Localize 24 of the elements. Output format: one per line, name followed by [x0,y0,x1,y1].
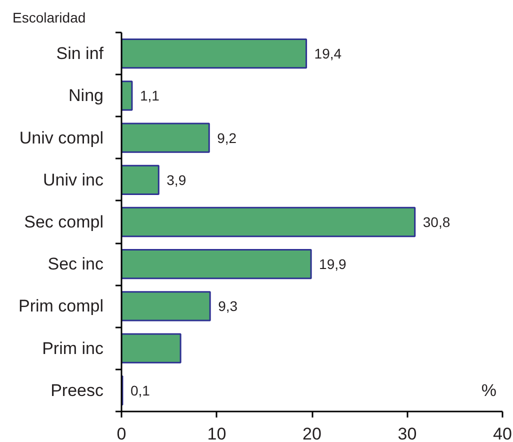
x-tick-label: 30 [398,424,417,442]
y-tick-label: Prim compl [18,296,104,316]
y-tick-label: Preesc [50,380,104,400]
y-tick-label: Prim inc [42,338,104,358]
data-label: 9,3 [218,298,238,314]
y-tick-label: Sec inc [48,254,104,274]
data-label: 1,1 [140,88,160,104]
data-label: 3,9 [166,172,186,188]
data-label: 0,1 [130,382,150,398]
x-tick-label: 40 [493,424,512,442]
data-label: 19,4 [314,46,342,62]
y-tick-label: Univ inc [43,170,104,190]
data-label: 9,2 [217,130,237,146]
y-tick-label: Univ compl [19,128,104,148]
y-tick-label: Sin inf [56,44,104,64]
x-tick-label: 0 [116,424,126,442]
data-label: 30,8 [422,214,450,230]
y-axis-title: Escolaridad [12,10,86,26]
data-label: 19,9 [319,256,347,272]
x-tick-label: 10 [207,424,226,442]
x-axis-title: % [481,380,497,400]
x-tick-label: 20 [302,424,322,442]
y-tick-label: Sec compl [24,212,104,232]
y-tick-label: Ning [68,86,104,106]
